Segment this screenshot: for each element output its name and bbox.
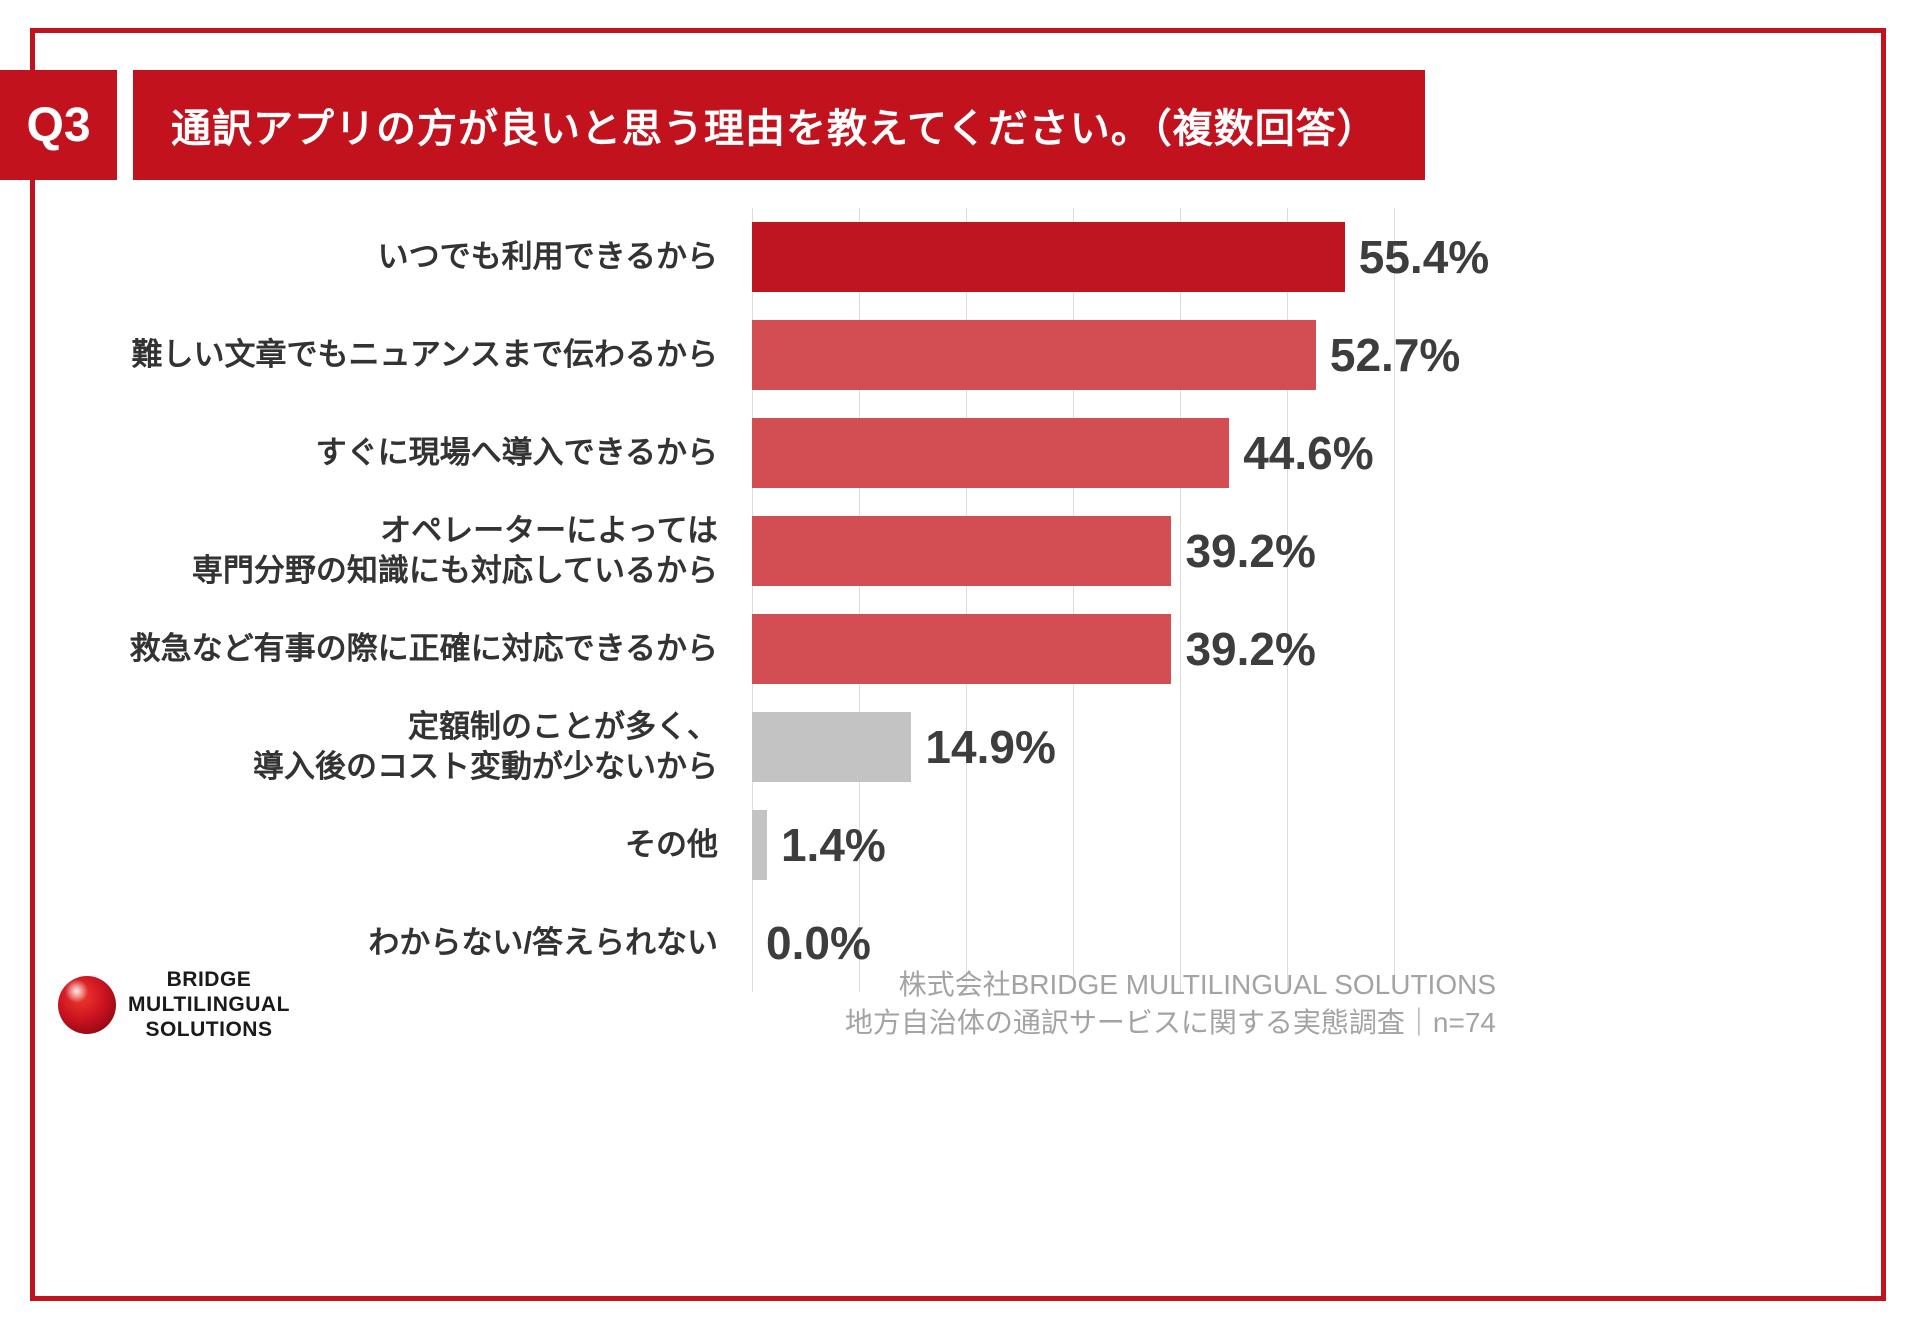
gridline	[966, 208, 967, 992]
logo-sphere-icon	[58, 976, 116, 1035]
bar	[752, 516, 1172, 586]
bar	[752, 222, 1345, 292]
chart-row: その他 1.4%	[64, 796, 1644, 894]
gridline	[1180, 208, 1181, 992]
chart-row: 救急など有事の際に正確に対応できるから 39.2%	[64, 600, 1644, 698]
value-label: 39.2%	[1185, 623, 1316, 675]
value-label: 39.2%	[1185, 525, 1316, 577]
company-logo: BRIDGE MULTILINGUAL SOLUTIONS	[58, 968, 290, 1042]
chart-row: いつでも利用できるから 55.4%	[64, 208, 1644, 306]
question-title-banner: 通訳アプリの方が良いと思う理由を教えてください。（複数回答）	[133, 70, 1425, 180]
row-plot-area: 44.6%	[752, 404, 1644, 502]
question-number-badge: Q3	[0, 70, 117, 180]
value-label: 1.4%	[780, 819, 886, 871]
logo-line-3: SOLUTIONS	[145, 1017, 273, 1041]
chart-row: わからない/答えられない 0.0%	[64, 894, 1644, 992]
gridline	[1394, 208, 1395, 992]
category-label: オペレーターによっては 専門分野の知識にも対応しているから	[191, 512, 718, 588]
logo-text: BRIDGE MULTILINGUAL SOLUTIONS	[128, 968, 290, 1042]
value-label: 52.7%	[1329, 329, 1461, 381]
source-company: 株式会社BRIDGE MULTILINGUAL SOLUTIONS	[898, 969, 1496, 1000]
value-label: 0.0%	[766, 917, 871, 969]
bar	[752, 614, 1172, 684]
category-label: 救急など有事の際に正確に対応できるから	[129, 630, 718, 666]
bar	[752, 712, 912, 782]
gridline	[752, 208, 753, 992]
source-attribution: 株式会社BRIDGE MULTILINGUAL SOLUTIONS 地方自治体の…	[845, 966, 1496, 1042]
gridline	[1287, 208, 1288, 992]
row-plot-area: 14.9%	[752, 698, 1644, 796]
row-plot-area: 52.7%	[752, 306, 1644, 404]
row-plot-area: 0.0%	[752, 894, 1644, 992]
bar-chart: いつでも利用できるから 55.4% 難しい文章でもニュアンスまで伝わるから 52.7%…	[64, 208, 1644, 992]
row-plot-area: 1.4%	[752, 796, 1644, 894]
category-label: 難しい文章でもニュアンスまで伝わるから	[131, 336, 718, 372]
question-number-label: Q3	[26, 98, 91, 152]
logo-line-1: BRIDGE	[166, 968, 252, 991]
logo-line-2: MULTILINGUAL	[128, 992, 290, 1016]
bar	[752, 810, 767, 880]
chart-rows: いつでも利用できるから 55.4% 難しい文章でもニュアンスまで伝わるから 52.7%…	[64, 208, 1644, 992]
row-plot-area: 39.2%	[752, 502, 1644, 600]
chart-row: 定額制のことが多く、 導入後のコスト変動が少ないから 14.9%	[64, 698, 1644, 796]
chart-row: 難しい文章でもニュアンスまで伝わるから 52.7%	[64, 306, 1644, 404]
category-label: わからない/答えられない	[368, 924, 718, 960]
category-label: いつでも利用できるから	[377, 238, 718, 274]
bar	[752, 320, 1316, 390]
gridlines	[752, 208, 1395, 992]
gridline	[1073, 208, 1074, 992]
value-label: 44.6%	[1243, 427, 1374, 479]
category-label: 定額制のことが多く、 導入後のコスト変動が少ないから	[253, 708, 718, 784]
value-label: 55.4%	[1358, 231, 1490, 283]
category-label: その他	[625, 826, 718, 862]
category-label: すぐに現場へ導入できるから	[315, 434, 718, 470]
source-survey: 地方自治体の通訳サービスに関する実態調査｜n=74	[844, 1006, 1496, 1038]
chart-row: オペレーターによっては 専門分野の知識にも対応しているから 39.2%	[64, 502, 1644, 600]
bar	[752, 418, 1230, 488]
row-plot-area: 55.4%	[752, 208, 1644, 306]
value-label: 14.9%	[925, 721, 1056, 773]
question-title: 通訳アプリの方が良いと思う理由を教えてください。（複数回答）	[171, 107, 1378, 151]
slide-border	[30, 28, 1886, 1301]
chart-row: すぐに現場へ導入できるから 44.6%	[64, 404, 1644, 502]
gridline	[859, 208, 860, 992]
row-plot-area: 39.2%	[752, 600, 1644, 698]
